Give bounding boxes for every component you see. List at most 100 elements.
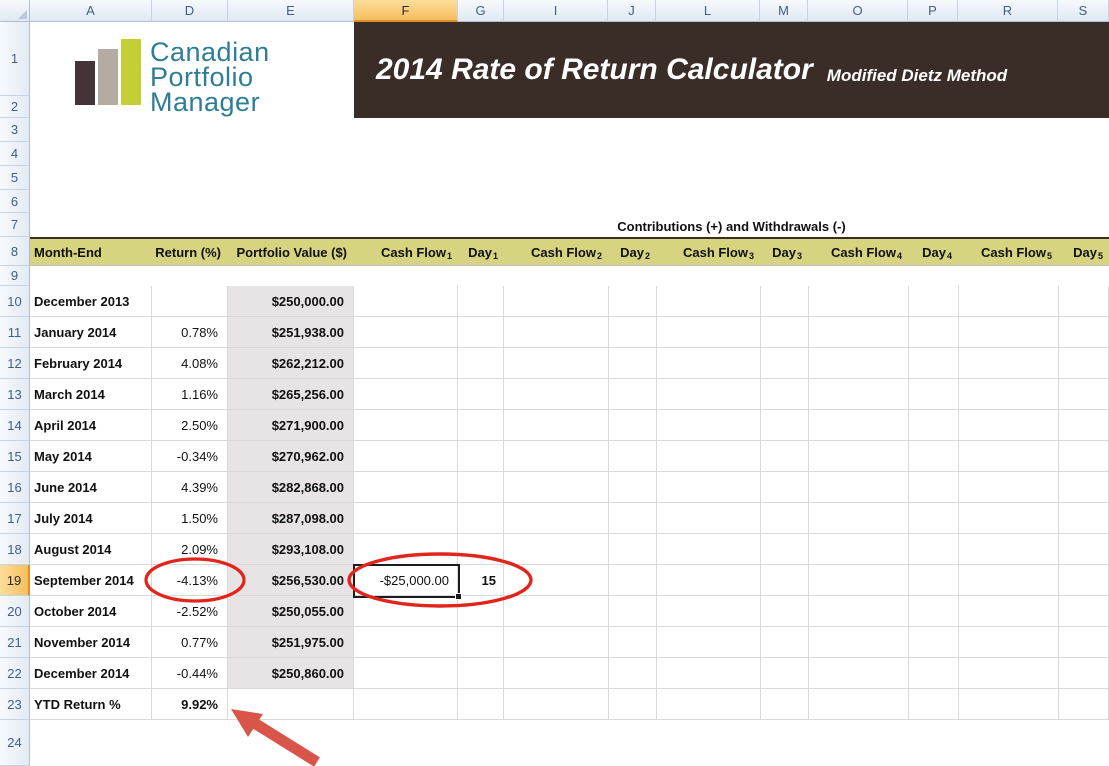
cell-return[interactable]: 0.78% <box>152 317 228 348</box>
cell-portfolio-value[interactable]: $271,900.00 <box>228 410 354 441</box>
row-header-22[interactable]: 22 <box>0 658 30 689</box>
header-day-4[interactable]: Day 4 <box>908 239 958 265</box>
cell-return[interactable]: -0.44% <box>152 658 228 689</box>
row-header-12[interactable]: 12 <box>0 348 30 379</box>
cell-cashflow1[interactable] <box>354 627 458 658</box>
cell-month[interactable]: March 2014 <box>30 379 152 410</box>
cell-day1[interactable] <box>458 317 504 348</box>
cell-cashflow1[interactable] <box>354 286 458 317</box>
select-all-corner[interactable] <box>0 0 30 22</box>
header-portfolio-value[interactable]: Portfolio Value ($) <box>228 239 354 265</box>
empty-cells[interactable] <box>504 689 1109 720</box>
cell-portfolio-value[interactable]: $250,000.00 <box>228 286 354 317</box>
row-header-6[interactable]: 6 <box>0 190 30 213</box>
cell-return[interactable]: 0.77% <box>152 627 228 658</box>
cell-portfolio-value[interactable]: $270,962.00 <box>228 441 354 472</box>
row-header-1[interactable]: 1 <box>0 22 30 96</box>
header-cash-flow-4[interactable]: Cash Flow 4 <box>808 239 908 265</box>
header-day-2[interactable]: Day 2 <box>608 239 656 265</box>
empty-cells[interactable] <box>504 286 1109 317</box>
cell-cashflow1[interactable] <box>354 441 458 472</box>
column-header-e[interactable]: E <box>228 0 354 22</box>
cell-day1[interactable] <box>458 286 504 317</box>
row-header-15[interactable]: 15 <box>0 441 30 472</box>
row-header-7[interactable]: 7 <box>0 213 30 237</box>
cell-portfolio-value[interactable]: $265,256.00 <box>228 379 354 410</box>
cell-portfolio-value[interactable]: $250,055.00 <box>228 596 354 627</box>
cell-cashflow1[interactable] <box>354 379 458 410</box>
cell-cashflow1[interactable] <box>354 348 458 379</box>
cell-cashflow1[interactable] <box>354 658 458 689</box>
row-header-18[interactable]: 18 <box>0 534 30 565</box>
column-header-s[interactable]: S <box>1058 0 1109 22</box>
cell-portfolio-value[interactable]: $287,098.00 <box>228 503 354 534</box>
cell-return[interactable]: 4.08% <box>152 348 228 379</box>
cell-empty[interactable] <box>228 689 354 720</box>
header-cash-flow-1[interactable]: Cash Flow 1 <box>354 239 458 265</box>
cell-day1[interactable] <box>458 441 504 472</box>
cell-return[interactable]: 2.50% <box>152 410 228 441</box>
column-header-m[interactable]: M <box>760 0 808 22</box>
cell-return[interactable]: 4.39% <box>152 472 228 503</box>
column-header-o[interactable]: O <box>808 0 908 22</box>
cell-cashflow1[interactable] <box>354 503 458 534</box>
header-return-pct[interactable]: Return (%) <box>152 239 228 265</box>
header-cash-flow-3[interactable]: Cash Flow 3 <box>656 239 760 265</box>
cell-month[interactable]: September 2014 <box>30 565 152 596</box>
cell-portfolio-value[interactable]: $251,938.00 <box>228 317 354 348</box>
column-header-f-selected[interactable]: F <box>354 0 458 22</box>
empty-cells[interactable] <box>504 317 1109 348</box>
cell-cashflow1[interactable] <box>354 472 458 503</box>
header-day-5[interactable]: Day 5 <box>1058 239 1109 265</box>
row-header-10[interactable]: 10 <box>0 286 30 317</box>
cell-cashflow1[interactable] <box>354 534 458 565</box>
cell-day1[interactable] <box>458 410 504 441</box>
cell-month[interactable]: August 2014 <box>30 534 152 565</box>
column-header-p[interactable]: P <box>908 0 958 22</box>
column-header-j[interactable]: J <box>608 0 656 22</box>
cell-ytd-label[interactable]: YTD Return % <box>30 689 152 720</box>
cell-day1[interactable] <box>458 379 504 410</box>
cell-portfolio-value[interactable]: $250,860.00 <box>228 658 354 689</box>
column-header-g[interactable]: G <box>458 0 504 22</box>
cell-month[interactable]: December 2013 <box>30 286 152 317</box>
cell-day1[interactable]: 15 <box>458 565 504 596</box>
row-header-2[interactable]: 2 <box>0 96 30 118</box>
empty-cells[interactable] <box>504 658 1109 689</box>
row-header-19-selected[interactable]: 19 <box>0 565 30 596</box>
cell-month[interactable]: April 2014 <box>30 410 152 441</box>
cell-return[interactable]: 1.50% <box>152 503 228 534</box>
empty-cells[interactable] <box>504 379 1109 410</box>
cell-month[interactable]: February 2014 <box>30 348 152 379</box>
header-day-3[interactable]: Day 3 <box>760 239 808 265</box>
row-header-11[interactable]: 11 <box>0 317 30 348</box>
empty-cells[interactable] <box>504 627 1109 658</box>
cell-day1[interactable] <box>458 596 504 627</box>
cell-portfolio-value[interactable]: $282,868.00 <box>228 472 354 503</box>
cell-return[interactable]: 1.16% <box>152 379 228 410</box>
cell-portfolio-value[interactable]: $293,108.00 <box>228 534 354 565</box>
cell-return[interactable]: -4.13% <box>152 565 228 596</box>
cell-empty[interactable] <box>354 689 458 720</box>
empty-cells[interactable] <box>504 503 1109 534</box>
cell-empty[interactable] <box>458 689 504 720</box>
row-header-13[interactable]: 13 <box>0 379 30 410</box>
cell-day1[interactable] <box>458 503 504 534</box>
cell-day1[interactable] <box>458 348 504 379</box>
cell-return[interactable]: -0.34% <box>152 441 228 472</box>
row-header-24[interactable]: 24 <box>0 720 30 766</box>
column-header-r[interactable]: R <box>958 0 1058 22</box>
cell-day1[interactable] <box>458 627 504 658</box>
cell-portfolio-value[interactable]: $256,530.00 <box>228 565 354 596</box>
empty-cells[interactable] <box>504 472 1109 503</box>
row-header-20[interactable]: 20 <box>0 596 30 627</box>
cell-month[interactable]: November 2014 <box>30 627 152 658</box>
header-cash-flow-2[interactable]: Cash Flow 2 <box>504 239 608 265</box>
cell-return[interactable]: -2.52% <box>152 596 228 627</box>
row-header-16[interactable]: 16 <box>0 472 30 503</box>
row-header-8[interactable]: 8 <box>0 237 30 266</box>
cell-portfolio-value[interactable]: $251,975.00 <box>228 627 354 658</box>
cell-month[interactable]: July 2014 <box>30 503 152 534</box>
header-day-1[interactable]: Day 1 <box>458 239 504 265</box>
cell-cashflow1[interactable] <box>354 596 458 627</box>
